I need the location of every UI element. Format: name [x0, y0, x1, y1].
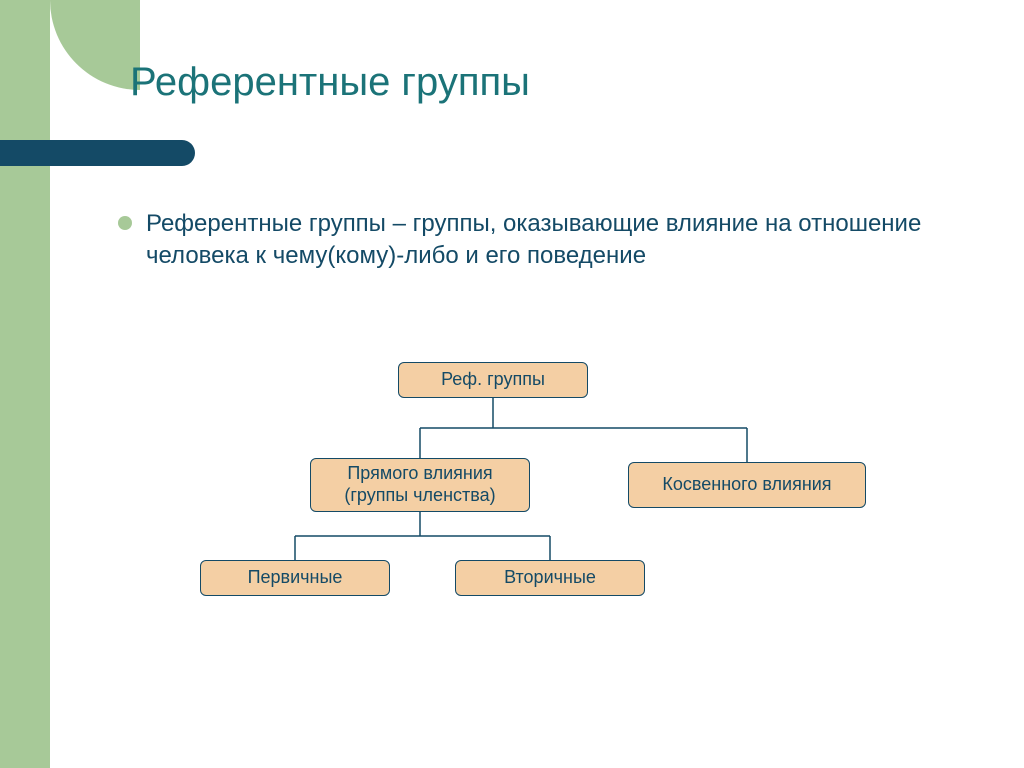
slide: Референтные группы Референтные группы – …: [0, 0, 1024, 768]
diagram-node-direct: Прямого влияния(группы членства): [310, 458, 530, 512]
diagram-node-indirect: Косвенного влияния: [628, 462, 866, 508]
diagram-area: Реф. группы Прямого влияния(группы членст…: [0, 0, 1024, 768]
diagram-node-primary: Первичные: [200, 560, 390, 596]
diagram-node-root: Реф. группы: [398, 362, 588, 398]
diagram-node-secondary: Вторичные: [455, 560, 645, 596]
